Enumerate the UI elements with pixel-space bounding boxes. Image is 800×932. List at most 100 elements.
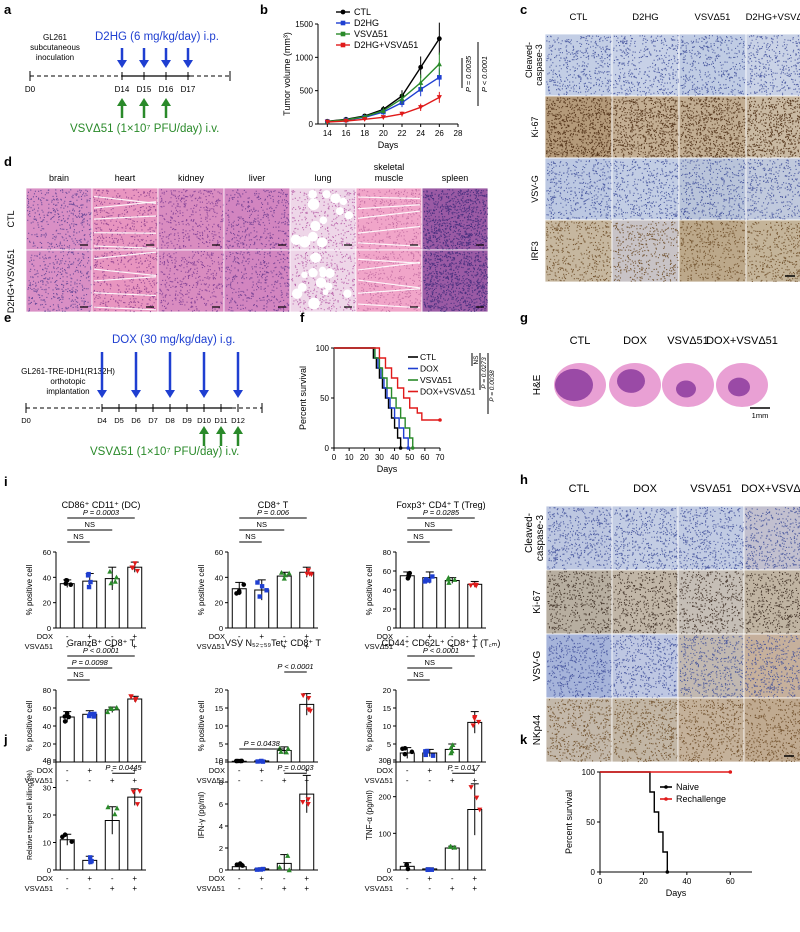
significance-label: NS xyxy=(245,532,255,541)
y-tick-label: 20 xyxy=(43,740,51,749)
sign-vsv: - xyxy=(88,884,91,893)
data-dot xyxy=(305,802,311,807)
sign-vsv: - xyxy=(238,884,241,893)
significance-label: NS xyxy=(413,532,423,541)
lung-alveolus xyxy=(315,277,327,288)
y-tick-label: 0 xyxy=(591,868,596,877)
sign-vsv: - xyxy=(406,884,409,893)
data-dot xyxy=(254,867,260,872)
panel-d-row-label: D2HG+VSVΔ51 xyxy=(6,249,16,313)
data-dot xyxy=(130,789,137,795)
data-dot xyxy=(62,714,68,719)
data-dot xyxy=(64,710,70,716)
panel-c-tile-cells xyxy=(747,221,800,282)
data-dot xyxy=(105,804,111,810)
survival-chart-f: 0 50 100 0 10 20 30 40 50 60 70 Days Percent surviva… xyxy=(298,344,496,474)
panel-j-letter: j xyxy=(3,732,8,747)
tissue-fiber xyxy=(357,279,421,289)
lung-alveolus xyxy=(335,207,344,216)
data-dot xyxy=(85,573,91,578)
y-tick-label: 300 xyxy=(378,756,391,765)
row-label-dox: DOX xyxy=(209,766,225,775)
data-dot xyxy=(240,863,245,868)
data-dot xyxy=(306,571,313,577)
tissue-fiber xyxy=(93,245,157,249)
tissue-fiber xyxy=(357,242,421,247)
sign-dox: + xyxy=(87,632,92,641)
panel-c-tile-cells xyxy=(546,97,612,158)
row-label-vsv: VSVΔ51 xyxy=(197,776,225,785)
censor-mark xyxy=(728,770,733,774)
sign-vsv: + xyxy=(282,642,287,651)
data-point xyxy=(399,111,405,117)
panel-h-tile-cells xyxy=(745,571,800,635)
panel-d-tile xyxy=(157,187,225,251)
bar xyxy=(467,583,483,629)
y-axis-label: % positive cell xyxy=(197,564,206,615)
row-label-dox: DOX xyxy=(37,766,53,775)
lung-alveolus xyxy=(339,197,348,206)
y-tick-label: 0 xyxy=(309,120,314,129)
sign-dox: - xyxy=(451,874,454,883)
y-tick-label: 5 xyxy=(219,740,223,749)
bar xyxy=(127,796,143,871)
sign-vsv: - xyxy=(238,776,241,785)
tissue-fiber xyxy=(357,288,421,294)
panel-e-cells-2: orthotopic xyxy=(50,377,85,386)
panel-c-tile-cells xyxy=(613,159,679,220)
data-dot xyxy=(476,719,482,725)
legend-marker xyxy=(340,20,346,26)
data-dot xyxy=(278,749,284,754)
sign-dox: + xyxy=(132,874,137,883)
panel-h-row-label: NKp44 xyxy=(532,714,543,745)
panel-h-tile-cells xyxy=(547,571,613,634)
data-dot xyxy=(132,698,139,703)
x-axis-label: Days xyxy=(666,888,687,898)
series-line-0 xyxy=(600,771,669,872)
tumor-mass xyxy=(617,369,645,393)
bar xyxy=(276,575,292,629)
row-label-dox: DOX xyxy=(377,632,393,641)
y-axis-label: % positive cell xyxy=(365,700,374,751)
ns-label: NS xyxy=(473,355,480,365)
panel-h-ihc-grid: CTL DOX VSVΔ51 DOX+VSVΔ51 Cleaved-caspase-3 K… xyxy=(524,483,800,763)
panel-d-col-label: kidney xyxy=(178,173,205,183)
x-tick-label: 0 xyxy=(332,453,337,462)
significance-label: P = 0.0003 xyxy=(83,508,120,517)
tissue-fiber xyxy=(357,196,421,200)
data-dot xyxy=(300,800,306,805)
data-dot xyxy=(450,742,456,748)
data-dot xyxy=(66,714,72,720)
y-tick-label: 40 xyxy=(215,573,223,582)
data-dot xyxy=(241,582,247,587)
panel-c-tile-cells xyxy=(546,35,612,96)
panel-c-tile-bg xyxy=(544,33,613,97)
dox-arrow-head xyxy=(233,390,243,398)
data-dot xyxy=(278,569,285,575)
sign-dox: + xyxy=(259,766,264,775)
y-axis-label: Percent survival xyxy=(564,790,574,854)
significance-label: P = 0.017 xyxy=(447,763,480,772)
panel-h-tile-cells xyxy=(547,635,612,699)
data-dot xyxy=(128,694,134,700)
y-tick-label: 0 xyxy=(219,624,223,633)
legend-label: D2HG xyxy=(354,18,379,28)
panel-c-tile xyxy=(745,33,800,97)
p-value: P < 0.0001 xyxy=(480,56,489,92)
significance-label: P = 0.0098 xyxy=(72,658,109,667)
row-label-vsv: VSVΔ51 xyxy=(365,776,393,785)
lung-alveolus xyxy=(308,268,318,278)
lung-alveolus xyxy=(324,268,335,279)
y-axis-label: IFN-γ (pg/ml) xyxy=(197,791,206,838)
sign-vsv: - xyxy=(260,884,263,893)
panel-c-tile xyxy=(678,219,747,283)
chart-title: CD86⁺ CD11⁺ (DC) xyxy=(62,500,141,510)
data-dot xyxy=(104,709,111,715)
panel-c-tile-cells xyxy=(747,97,800,158)
panel-d-tile-bg xyxy=(25,187,93,251)
tissue-fiber xyxy=(357,210,421,219)
tumor-mass xyxy=(676,380,696,398)
panel-h-tile xyxy=(677,633,745,699)
x-tick-label: 20 xyxy=(639,877,648,886)
